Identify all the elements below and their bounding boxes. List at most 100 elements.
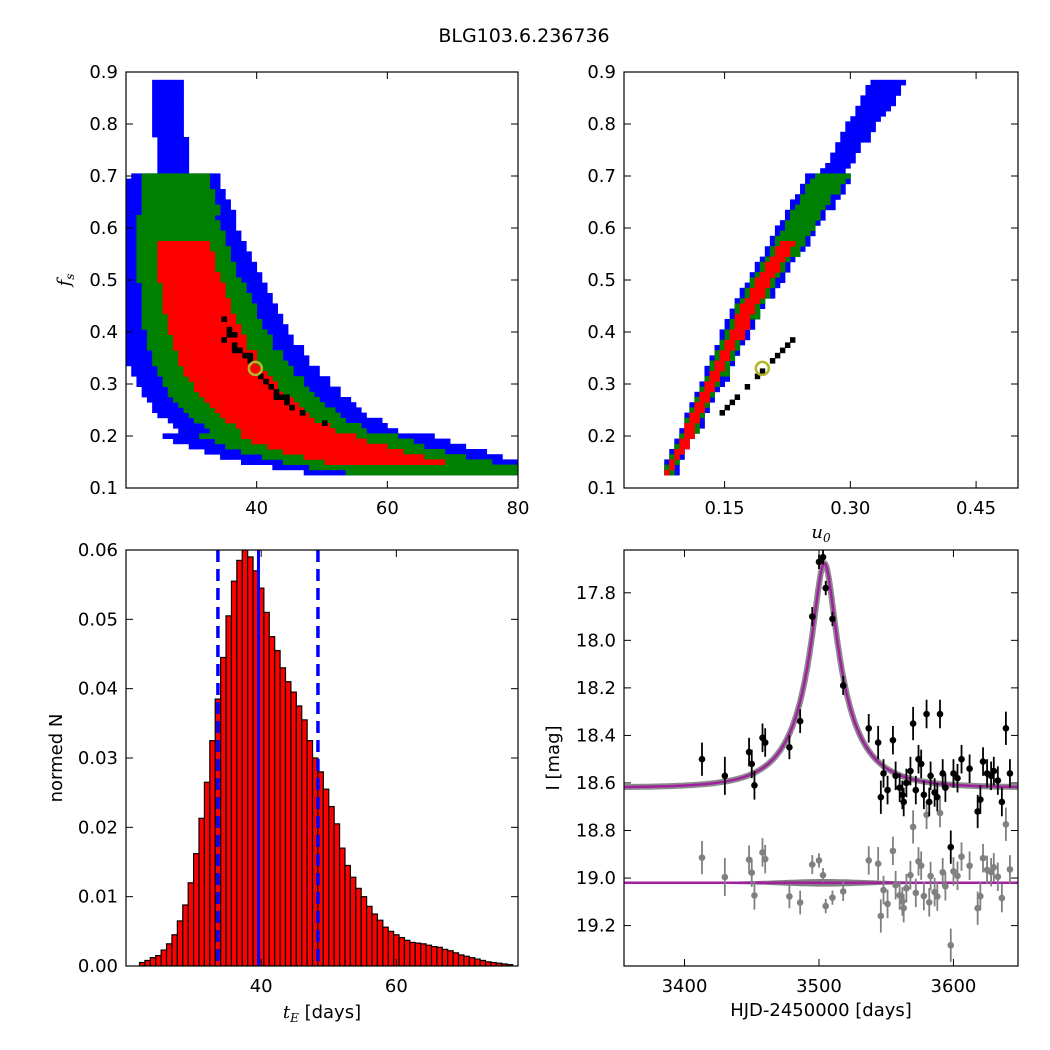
outer-contour-cell xyxy=(591,470,597,476)
outer-contour-cell xyxy=(162,79,169,86)
middle-contour-cell xyxy=(193,189,200,195)
inner-contour-cell xyxy=(193,246,200,252)
y-tick-label: 0.4 xyxy=(89,322,118,343)
middle-contour-cell xyxy=(413,469,420,476)
outer-contour-cell xyxy=(277,459,284,465)
inner-contour-cell xyxy=(214,324,221,330)
outer-contour-cell xyxy=(769,293,776,299)
outer-contour-cell xyxy=(319,391,326,398)
middle-contour-cell xyxy=(199,178,205,185)
outer-contour-cell xyxy=(131,235,137,242)
inner-contour-cell xyxy=(734,313,741,320)
outer-contour-cell xyxy=(141,355,148,361)
inner-contour-cell xyxy=(173,334,179,341)
outer-contour-cell xyxy=(429,433,435,439)
outer-contour-cell xyxy=(225,199,231,205)
outer-contour-cell xyxy=(157,79,163,86)
middle-contour-cell xyxy=(429,449,435,455)
inner-contour-cell xyxy=(769,256,776,263)
middle-contour-cell xyxy=(795,204,801,211)
inner-contour-cell xyxy=(769,261,776,268)
core-contour-cell xyxy=(263,378,269,385)
inner-contour-cell xyxy=(251,433,258,439)
inner-contour-cell xyxy=(225,365,231,372)
middle-contour-cell xyxy=(178,178,184,185)
middle-contour-cell xyxy=(152,230,158,237)
middle-contour-cell xyxy=(293,391,299,398)
outer-contour-cell xyxy=(810,230,816,237)
inner-contour-cell xyxy=(235,417,242,424)
outer-contour-cell xyxy=(830,163,836,169)
middle-contour-cell xyxy=(167,230,174,237)
outer-contour-cell xyxy=(162,105,169,112)
outer-contour-cell xyxy=(167,90,174,96)
outer-contour-cell xyxy=(162,121,169,127)
middle-contour-cell xyxy=(209,230,216,237)
middle-contour-cell xyxy=(209,209,216,216)
middle-contour-cell xyxy=(734,303,741,309)
x-tick-label: 80 xyxy=(507,498,530,519)
middle-contour-cell xyxy=(167,183,174,190)
inner-contour-cell xyxy=(240,391,247,398)
middle-contour-cell xyxy=(460,454,467,460)
middle-contour-cell xyxy=(157,220,163,226)
middle-contour-cell xyxy=(709,391,715,398)
middle-contour-cell xyxy=(152,220,158,226)
inner-contour-cell xyxy=(355,438,362,445)
outer-contour-cell xyxy=(860,111,866,117)
middle-contour-cell xyxy=(699,386,705,393)
middle-contour-cell xyxy=(157,209,163,216)
middle-contour-cell xyxy=(240,438,247,445)
inner-contour-cell xyxy=(423,459,430,465)
middle-contour-cell xyxy=(193,391,200,398)
inner-contour-cell xyxy=(188,272,195,278)
inner-contour-cell xyxy=(188,251,195,257)
inner-contour-cell xyxy=(251,417,258,424)
outer-contour-cell xyxy=(774,282,781,289)
middle-contour-cell xyxy=(805,215,811,221)
middle-contour-cell xyxy=(220,428,226,434)
middle-contour-cell xyxy=(689,407,695,413)
outer-contour-cell xyxy=(308,365,315,372)
inner-contour-cell xyxy=(789,241,796,247)
outer-contour-cell xyxy=(173,90,179,96)
inner-contour-cell xyxy=(387,459,393,465)
inner-contour-cell xyxy=(272,417,278,424)
middle-contour-cell xyxy=(188,230,195,237)
inner-contour-cell xyxy=(345,443,352,450)
middle-contour-cell xyxy=(282,371,289,377)
outer-contour-cell xyxy=(880,95,886,101)
middle-contour-cell xyxy=(188,194,195,200)
inner-contour-cell xyxy=(719,360,725,367)
outer-contour-cell xyxy=(298,365,305,372)
outer-contour-cell xyxy=(282,339,289,346)
inner-contour-cell xyxy=(240,402,247,408)
middle-contour-cell xyxy=(719,371,725,377)
middle-contour-cell xyxy=(183,402,190,408)
middle-contour-cell xyxy=(277,454,284,460)
middle-contour-cell xyxy=(329,417,336,424)
middle-contour-cell xyxy=(146,189,153,195)
middle-contour-cell xyxy=(392,443,399,450)
inner-contour-cell xyxy=(199,293,205,299)
middle-contour-cell xyxy=(173,204,179,211)
middle-contour-cell xyxy=(709,365,715,372)
middle-contour-cell xyxy=(845,173,851,179)
inner-contour-cell xyxy=(183,308,190,315)
core-contour-cell xyxy=(221,316,228,322)
inner-contour-cell xyxy=(774,246,781,252)
middle-contour-cell xyxy=(810,194,816,200)
outer-contour-cell xyxy=(162,407,169,413)
outer-contour-cell xyxy=(282,345,289,351)
inner-contour-cell xyxy=(167,277,174,283)
middle-contour-cell xyxy=(465,464,472,471)
inner-contour-cell xyxy=(220,329,226,335)
middle-contour-cell xyxy=(146,199,153,205)
middle-contour-cell xyxy=(820,194,826,200)
inner-contour-cell xyxy=(188,339,195,346)
middle-contour-cell xyxy=(173,350,179,356)
middle-contour-cell xyxy=(204,230,211,237)
outer-contour-cell xyxy=(335,397,341,403)
inner-contour-cell xyxy=(183,261,190,268)
outer-contour-cell xyxy=(126,204,132,211)
